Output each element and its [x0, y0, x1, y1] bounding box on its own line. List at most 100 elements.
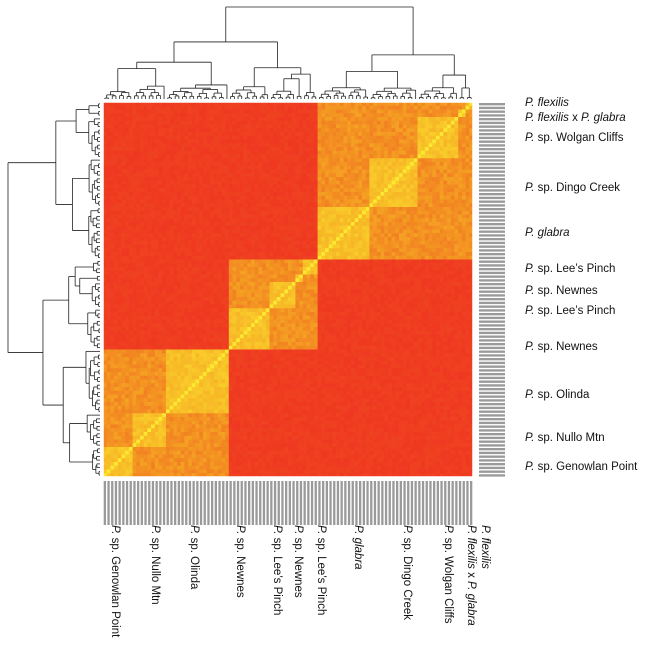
- heatmap-cell: [273, 150, 278, 155]
- heatmap-cell: [247, 180, 252, 185]
- heatmap-cell: [232, 102, 237, 107]
- heatmap-cell: [458, 248, 463, 253]
- heatmap-cell: [236, 199, 241, 204]
- heatmap-cell: [317, 128, 322, 133]
- heatmap-cell: [317, 139, 322, 144]
- heatmap-cell: [206, 154, 211, 159]
- heatmap-cell: [395, 222, 400, 227]
- heatmap-cell: [121, 117, 126, 122]
- heatmap-cell: [406, 233, 411, 238]
- heatmap-cell: [295, 169, 300, 174]
- heatmap-cell: [169, 274, 174, 279]
- heatmap-cell: [347, 132, 352, 137]
- heatmap-cell: [195, 132, 200, 137]
- heatmap-cell: [436, 207, 441, 212]
- heatmap-cell: [147, 132, 152, 137]
- heatmap-cell: [162, 192, 167, 197]
- heatmap-cell: [265, 233, 270, 238]
- heatmap-cell: [291, 259, 296, 264]
- heatmap-cell: [447, 150, 452, 155]
- heatmap-cell: [417, 173, 422, 178]
- heatmap-cell: [180, 150, 185, 155]
- heatmap-cell: [103, 282, 108, 287]
- heatmap-cell: [214, 282, 219, 287]
- heatmap-cell: [421, 105, 426, 110]
- heatmap-cell: [362, 244, 367, 249]
- heatmap-cell: [313, 214, 318, 219]
- heatmap-cell: [199, 203, 204, 208]
- heatmap-cell: [232, 192, 237, 197]
- heatmap-cell: [106, 237, 111, 242]
- heatmap-cell: [295, 210, 300, 215]
- heatmap-cell: [188, 169, 193, 174]
- heatmap-cell: [454, 139, 459, 144]
- heatmap-cell: [228, 192, 233, 197]
- heatmap-cell: [410, 270, 415, 275]
- heatmap-cell: [217, 165, 222, 170]
- heatmap-cell: [399, 195, 404, 200]
- heatmap-cell: [165, 128, 170, 133]
- heatmap-cell: [177, 285, 182, 290]
- heatmap-cell: [306, 135, 311, 140]
- heatmap-cell: [184, 240, 189, 245]
- heatmap-cell: [362, 165, 367, 170]
- heatmap-cell: [140, 105, 145, 110]
- heatmap-cell: [173, 222, 178, 227]
- heatmap-cell: [280, 207, 285, 212]
- heatmap-cell: [380, 154, 385, 159]
- heatmap-cell: [265, 150, 270, 155]
- heatmap-cell: [243, 207, 248, 212]
- heatmap-cell: [350, 195, 355, 200]
- heatmap-cell: [310, 143, 315, 148]
- heatmap-cell: [469, 165, 474, 170]
- heatmap-cell: [339, 120, 344, 125]
- heatmap-cell: [202, 120, 207, 125]
- heatmap-cell: [299, 218, 304, 223]
- heatmap-cell: [325, 139, 330, 144]
- heatmap-cell: [228, 180, 233, 185]
- heatmap-cell: [284, 109, 289, 114]
- heatmap-cell: [251, 267, 256, 272]
- heatmap-cell: [436, 105, 441, 110]
- heatmap-cell: [132, 210, 137, 215]
- heatmap-cell: [221, 210, 226, 215]
- heatmap-cell: [243, 252, 248, 257]
- heatmap-cell: [410, 124, 415, 129]
- heatmap-cell: [291, 158, 296, 163]
- heatmap-cell: [280, 278, 285, 283]
- heatmap-cell: [332, 225, 337, 230]
- heatmap-cell: [243, 120, 248, 125]
- heatmap-cell: [199, 248, 204, 253]
- heatmap-cell: [251, 252, 256, 257]
- heatmap-cell: [280, 143, 285, 148]
- heatmap-cell: [313, 207, 318, 212]
- heatmap-cell: [228, 285, 233, 290]
- heatmap-cell: [313, 210, 318, 215]
- heatmap-cell: [132, 270, 137, 275]
- heatmap-cell: [447, 195, 452, 200]
- heatmap-cell: [202, 255, 207, 260]
- heatmap-cell: [210, 162, 215, 167]
- heatmap-cell: [313, 282, 318, 287]
- heatmap-cell: [288, 128, 293, 133]
- heatmap-cell: [450, 229, 455, 234]
- heatmap-cell: [140, 192, 145, 197]
- heatmap-cell: [265, 222, 270, 227]
- heatmap-cell: [239, 229, 244, 234]
- heatmap-cell: [206, 162, 211, 167]
- heatmap-cell: [332, 147, 337, 152]
- heatmap-cell: [154, 207, 159, 212]
- heatmap-cell: [262, 105, 267, 110]
- heatmap-cell: [321, 255, 326, 260]
- heatmap-cell: [143, 207, 148, 212]
- heatmap-cell: [169, 102, 174, 107]
- heatmap-cell: [121, 244, 126, 249]
- heatmap-cell: [443, 218, 448, 223]
- heatmap-cell: [151, 169, 156, 174]
- heatmap-cell: [432, 180, 437, 185]
- heatmap-cell: [210, 192, 215, 197]
- heatmap-cell: [199, 165, 204, 170]
- heatmap-cell: [299, 173, 304, 178]
- heatmap-cell: [402, 105, 407, 110]
- heatmap-cell: [387, 173, 392, 178]
